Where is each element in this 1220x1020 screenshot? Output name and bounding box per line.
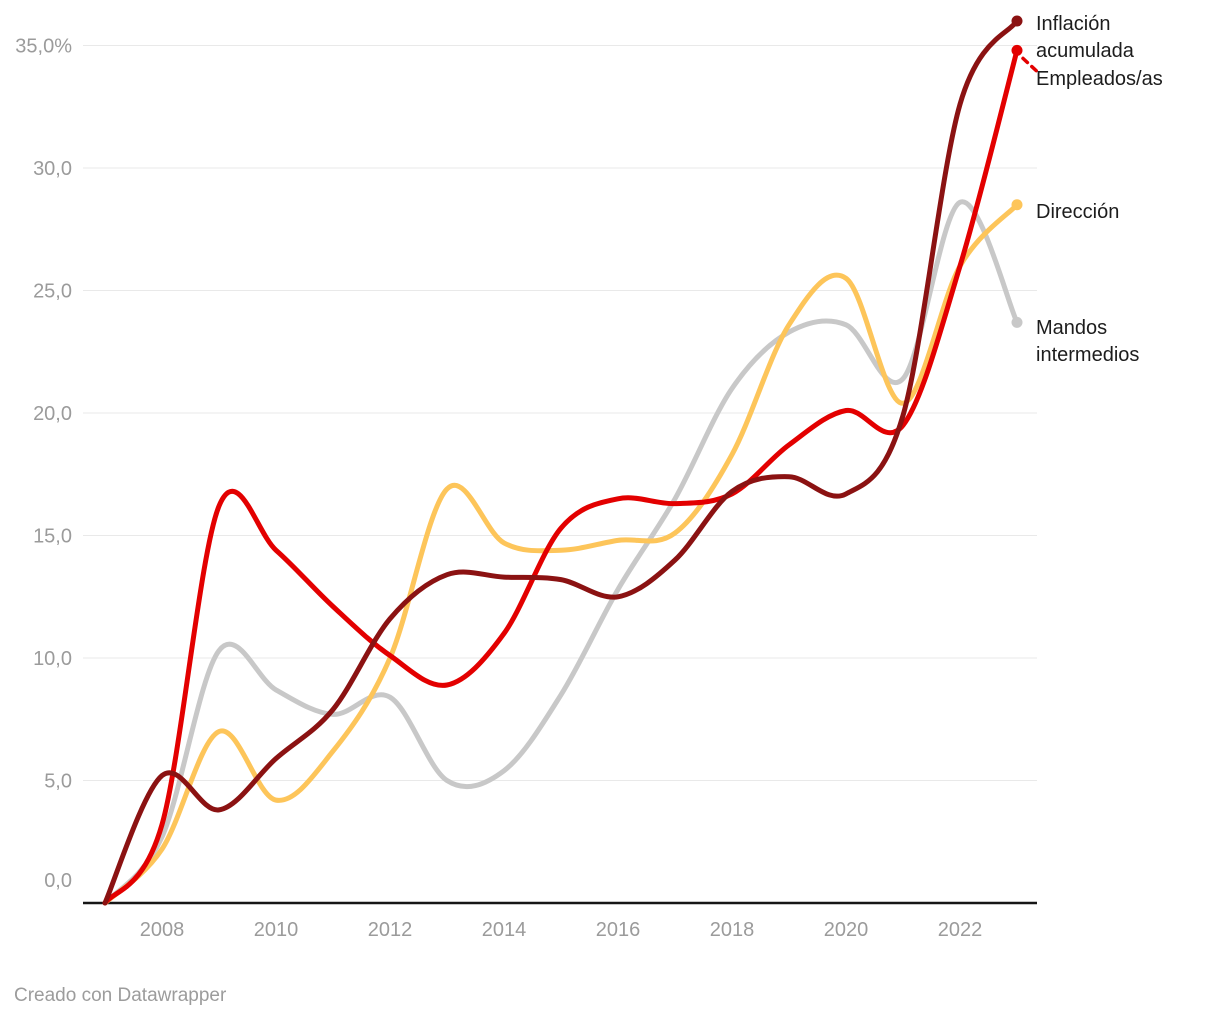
series-line-inflacion-acumulada	[102, 18, 1020, 906]
x-tick-label: 2012	[368, 919, 413, 941]
series-endpoint-dot-inflacion-acumulada	[1011, 15, 1023, 27]
series-label-direccion: Dirección	[1036, 201, 1120, 223]
line-chart-canvas: 0,05,010,015,020,025,030,035,0%2008 2010 2…	[15, 15, 1039, 941]
x-tick-label: 2014	[482, 919, 527, 941]
y-tick-label: 25,0	[33, 281, 72, 303]
series-endpoint-dot-direccion	[1011, 199, 1023, 211]
series-line-mandos-intermedios	[102, 199, 1020, 906]
x-tick-label: 2018	[710, 919, 755, 941]
x-tick-label: 2008	[140, 919, 185, 941]
y-tick-label: 0,0	[44, 870, 72, 892]
gridlines	[83, 45, 1037, 905]
x-axis-tick-labels: 2008 2010 2012 2014 2016 2018 2020 2022	[140, 919, 983, 941]
y-tick-label: 5,0	[44, 771, 72, 793]
y-tick-label: 30,0	[33, 158, 72, 180]
series-label-empleados: Empleados/as	[1036, 68, 1163, 90]
x-tick-label: 2016	[596, 919, 641, 941]
y-tick-label: 10,0	[33, 648, 72, 670]
series-line-empleados-as	[102, 47, 1020, 906]
x-tick-label: 2020	[824, 919, 869, 941]
series-line-direccion	[102, 202, 1020, 906]
y-axis-tick-labels: 0,0 5,0 10,0 15,0 20,0 25,0 30,0 35,0%	[15, 36, 72, 893]
datawrapper-credit-link[interactable]: Creado con Datawrapper	[14, 985, 227, 1006]
y-tick-label: 20,0	[33, 403, 72, 425]
series-endpoint-dot-empleados-as	[1011, 44, 1023, 56]
x-tick-label: 2010	[254, 919, 299, 941]
label-connector-dashed	[1021, 56, 1039, 74]
series-label-mandos-intermedios: Mandos intermedios	[1036, 317, 1140, 366]
y-tick-label: 35,0%	[15, 36, 72, 58]
series-endpoint-dot-mandos-intermedios	[1011, 316, 1023, 328]
series-label-inflacion-acumulada: Inflación acumulada	[1036, 13, 1134, 62]
y-tick-label: 15,0	[33, 526, 72, 548]
series-lines	[102, 15, 1039, 906]
x-tick-label: 2022	[938, 919, 983, 941]
